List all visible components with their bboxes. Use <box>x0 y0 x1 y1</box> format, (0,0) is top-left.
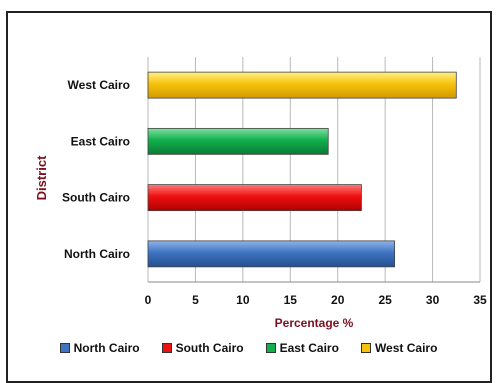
legend-item: West Cairo <box>360 341 438 355</box>
bar-west-cairo <box>147 71 457 99</box>
legend-swatch <box>265 343 276 353</box>
x-tick-label: 25 <box>378 293 392 307</box>
legend-swatch <box>161 343 172 353</box>
category-label: South Cairo <box>62 191 130 205</box>
legend-swatch <box>360 343 371 353</box>
legend-swatch <box>59 343 70 353</box>
category-labels: North Cairo South Cairo East Cairo West Cai… <box>62 78 130 261</box>
legend-label: North Cairo <box>73 341 140 355</box>
legend-label: East Cairo <box>279 341 339 355</box>
x-tick-label: 15 <box>284 293 298 307</box>
legend-label: West Cairo <box>374 341 438 355</box>
x-tick-label: 30 <box>426 293 440 307</box>
legend-item: North Cairo <box>59 341 140 355</box>
legend-item: South Cairo <box>161 341 244 355</box>
x-tick-labels: 0 5 10 15 20 25 30 35 <box>145 293 487 307</box>
y-axis-title: District <box>34 155 49 200</box>
x-axis-title: Percentage % <box>275 316 354 330</box>
legend: North Cairo South Cairo East Cairo West Cai… <box>0 341 497 355</box>
x-tick-label: 10 <box>236 293 250 307</box>
legend-label: South Cairo <box>175 341 244 355</box>
category-label: West Cairo <box>68 78 130 92</box>
bar-south-cairo <box>147 184 362 212</box>
bar-east-cairo <box>147 127 329 155</box>
category-label: North Cairo <box>64 247 130 261</box>
legend-item: East Cairo <box>265 341 339 355</box>
x-tick-label: 35 <box>473 293 487 307</box>
x-tick-label: 0 <box>145 293 152 307</box>
x-tick-label: 5 <box>192 293 199 307</box>
bars-group <box>147 71 457 268</box>
category-label: East Cairo <box>71 134 130 148</box>
bar-north-cairo <box>147 240 396 268</box>
x-tick-label: 20 <box>331 293 345 307</box>
